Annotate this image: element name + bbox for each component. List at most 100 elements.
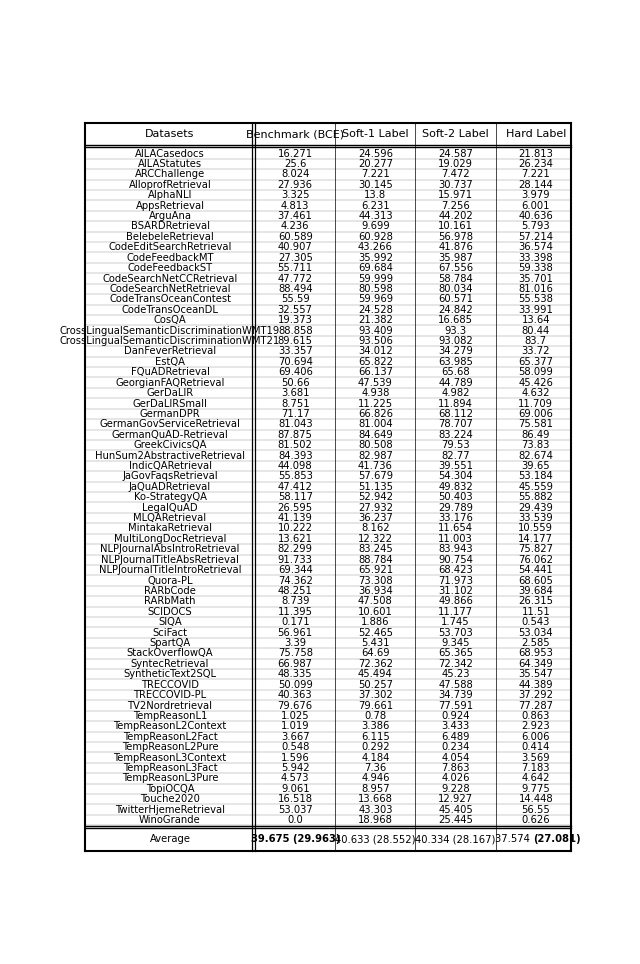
Text: EstQA: EstQA [155, 357, 185, 367]
Text: Average: Average [150, 835, 191, 844]
Bar [85, 211, 571, 222]
Text: 3.569: 3.569 [522, 753, 550, 763]
Text: 4.642: 4.642 [522, 773, 550, 784]
Text: 35.992: 35.992 [358, 253, 393, 263]
Bar [85, 357, 571, 367]
Text: 11.894: 11.894 [438, 398, 473, 409]
Text: 58.117: 58.117 [278, 493, 313, 502]
Text: AlphaNLI: AlphaNLI [148, 190, 192, 201]
Text: 47.508: 47.508 [358, 597, 393, 606]
Text: 81.004: 81.004 [358, 419, 393, 429]
Text: 60.928: 60.928 [358, 232, 393, 242]
Bar [85, 274, 571, 283]
Text: AILAStatutes: AILAStatutes [138, 159, 202, 169]
Bar [85, 648, 571, 658]
Text: CodeTransOceanDL: CodeTransOceanDL [122, 305, 218, 315]
Text: 4.026: 4.026 [442, 773, 470, 784]
Text: 73.83: 73.83 [522, 441, 550, 450]
Text: 71.973: 71.973 [438, 576, 473, 585]
Text: DanFeverRetrieval: DanFeverRetrieval [124, 346, 216, 357]
Text: AppsRetrieval: AppsRetrieval [136, 201, 205, 210]
Text: 40.636: 40.636 [518, 211, 553, 221]
Bar [85, 222, 571, 231]
Text: 12.927: 12.927 [438, 794, 473, 804]
Bar [85, 169, 571, 179]
Bar [85, 523, 571, 534]
Text: Datasets: Datasets [145, 129, 195, 139]
Text: NLPJournalTitleIntroRetrieval: NLPJournalTitleIntroRetrieval [99, 565, 241, 576]
Text: 88.784: 88.784 [358, 554, 393, 565]
Bar [85, 419, 571, 430]
Text: 45.23: 45.23 [442, 669, 470, 680]
Text: 29.439: 29.439 [518, 502, 553, 513]
Text: TRECCOVID: TRECCOVID [141, 680, 199, 689]
Text: AILACasedocs: AILACasedocs [135, 148, 205, 158]
Text: GermanDPR: GermanDPR [140, 409, 200, 419]
Text: 0.414: 0.414 [522, 742, 550, 752]
Text: 66.137: 66.137 [358, 367, 393, 377]
Text: 10.161: 10.161 [438, 222, 473, 231]
Text: 71.17: 71.17 [281, 409, 310, 419]
Text: 48.251: 48.251 [278, 586, 312, 596]
Bar [85, 346, 571, 357]
Text: Quora-PL: Quora-PL [147, 576, 193, 585]
Text: 0.863: 0.863 [522, 710, 550, 721]
Text: CodeSearchNetCCRetrieval: CodeSearchNetCCRetrieval [102, 274, 237, 283]
Text: 55.882: 55.882 [518, 493, 553, 502]
Text: 4.573: 4.573 [281, 773, 309, 784]
Text: 53.703: 53.703 [438, 628, 473, 637]
Text: 39.65: 39.65 [522, 461, 550, 471]
Text: MintakaRetrieval: MintakaRetrieval [128, 523, 212, 533]
Bar [85, 596, 571, 606]
Text: 86.49: 86.49 [522, 430, 550, 440]
Text: JaQuADRetrieval: JaQuADRetrieval [129, 482, 211, 492]
Text: 47.772: 47.772 [278, 274, 313, 283]
Text: 6.231: 6.231 [361, 201, 390, 210]
Text: 55.59: 55.59 [281, 294, 310, 305]
Text: Hard Label: Hard Label [506, 129, 566, 139]
Text: AlloprofRetrieval: AlloprofRetrieval [129, 180, 211, 190]
Text: 47.588: 47.588 [438, 680, 473, 689]
Text: 30.145: 30.145 [358, 180, 393, 190]
Text: 7.221: 7.221 [361, 170, 390, 179]
Text: 4.632: 4.632 [522, 388, 550, 398]
Bar [85, 409, 571, 419]
Text: NLPJournalAbsIntroRetrieval: NLPJournalAbsIntroRetrieval [100, 545, 240, 554]
Bar [85, 721, 571, 732]
Bar [85, 471, 571, 482]
Text: 24.587: 24.587 [438, 148, 473, 158]
Text: 13.668: 13.668 [358, 794, 393, 804]
Text: 53.034: 53.034 [518, 628, 553, 637]
Bar [85, 378, 571, 388]
Text: 4.813: 4.813 [281, 201, 309, 210]
Text: 14.448: 14.448 [518, 794, 553, 804]
Text: GerDaLIR: GerDaLIR [147, 388, 193, 398]
Bar [85, 388, 571, 398]
Text: 50.66: 50.66 [281, 378, 310, 388]
Text: TV2Nordretrieval: TV2Nordretrieval [127, 701, 212, 710]
Text: 50.257: 50.257 [358, 680, 393, 689]
Text: 55.711: 55.711 [278, 263, 313, 273]
Bar [85, 742, 571, 752]
Text: 93.409: 93.409 [358, 326, 393, 335]
Text: 33.539: 33.539 [518, 513, 553, 523]
Text: 4.184: 4.184 [361, 753, 390, 763]
Text: 68.112: 68.112 [438, 409, 473, 419]
Text: 1.596: 1.596 [281, 753, 310, 763]
Text: 11.709: 11.709 [518, 398, 554, 409]
Bar [85, 398, 571, 409]
Text: 20.277: 20.277 [358, 159, 393, 169]
Text: 11.003: 11.003 [438, 534, 473, 544]
Text: 81.043: 81.043 [278, 419, 312, 429]
Text: 64.69: 64.69 [361, 649, 390, 658]
Text: SCIDOCS: SCIDOCS [148, 606, 193, 617]
Text: 1.886: 1.886 [361, 617, 390, 628]
Text: 82.77: 82.77 [442, 450, 470, 461]
Bar [85, 179, 571, 190]
Text: 68.605: 68.605 [518, 576, 553, 585]
Text: 57.679: 57.679 [358, 471, 393, 481]
Text: 81.502: 81.502 [278, 441, 312, 450]
Bar [85, 367, 571, 378]
Text: CrossLingualSemanticDiscriminationWMT21: CrossLingualSemanticDiscriminationWMT21 [60, 336, 280, 346]
Bar [85, 231, 571, 242]
